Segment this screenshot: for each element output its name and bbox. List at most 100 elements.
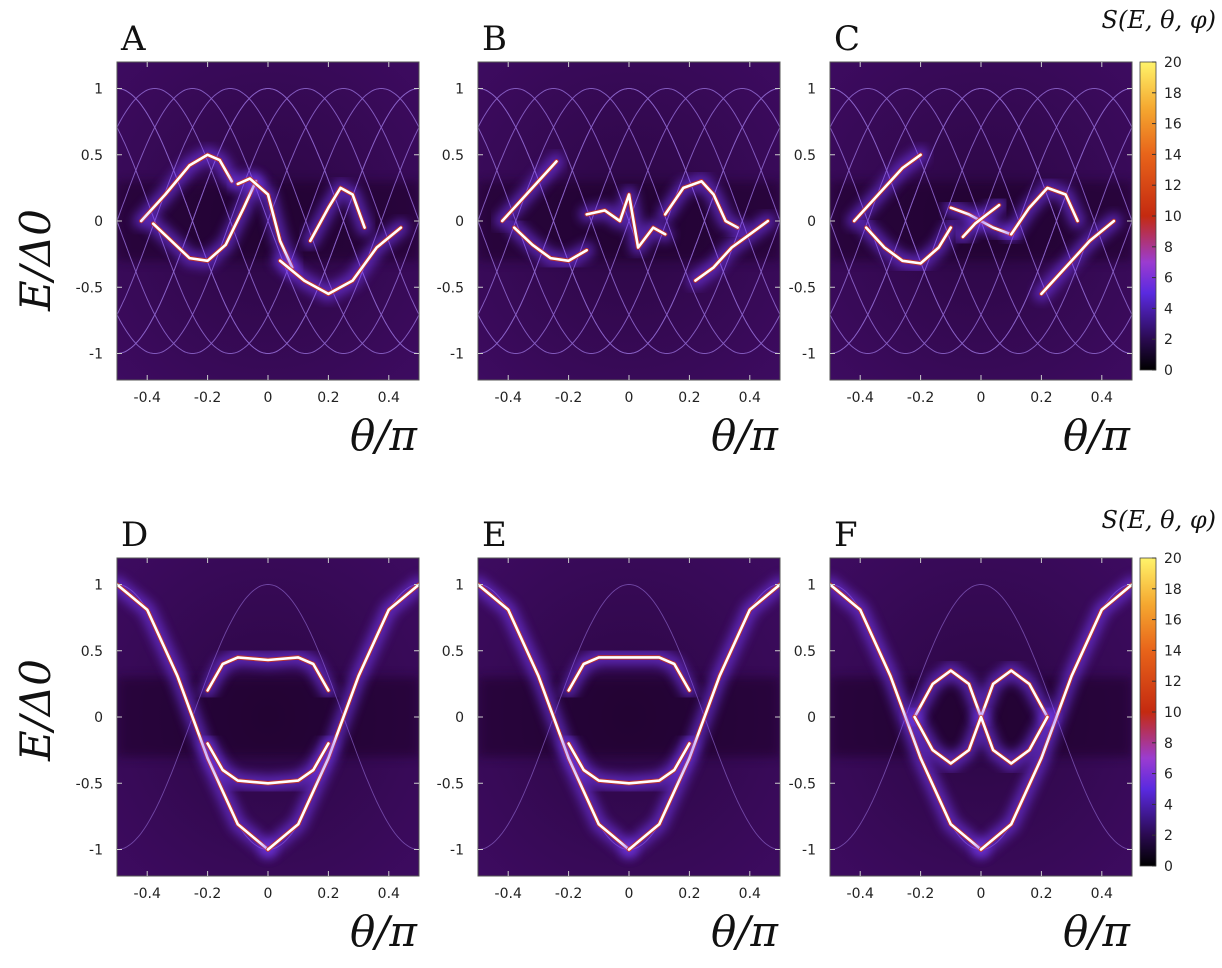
colorbar-title-top: S(E, θ, φ) bbox=[1102, 6, 1216, 34]
x-tick-label: 0.2 bbox=[317, 886, 339, 902]
guide-curve-16 bbox=[830, 88, 1132, 354]
colorbar-tick-label: 8 bbox=[1164, 736, 1173, 752]
y-tick-label: -0.5 bbox=[76, 776, 103, 792]
bound-state-2 bbox=[206, 656, 330, 692]
x-tick-label: -0.2 bbox=[907, 390, 934, 406]
x-tick-label: 0.2 bbox=[1030, 886, 1052, 902]
y-tick-label: 0.5 bbox=[442, 644, 464, 660]
y-tick-label: -1 bbox=[802, 843, 816, 859]
x-axis-label: θ/π bbox=[350, 907, 418, 956]
panel-label: B bbox=[482, 19, 507, 59]
bound-state-1 bbox=[864, 226, 953, 265]
bound-state-2 bbox=[236, 177, 294, 269]
y-tick-label: 1 bbox=[94, 82, 103, 98]
colorbar-tick-label: 10 bbox=[1164, 209, 1182, 225]
panel-label: E bbox=[482, 515, 507, 555]
bound-state-1 bbox=[266, 583, 419, 851]
x-tick-label: -0.4 bbox=[847, 886, 874, 902]
y-tick-label: 0 bbox=[94, 214, 103, 230]
y-tick-label: -1 bbox=[802, 347, 816, 363]
y-tick-label: 1 bbox=[94, 578, 103, 594]
y-tick-label: -1 bbox=[450, 347, 464, 363]
x-tick-label: -0.4 bbox=[495, 886, 522, 902]
colorbar-title-bottom: S(E, θ, φ) bbox=[1102, 506, 1216, 534]
bound-state-0 bbox=[139, 153, 234, 223]
y-tick-label: 0.5 bbox=[442, 148, 464, 164]
x-tick-label: -0.2 bbox=[194, 390, 221, 406]
bound-state-0 bbox=[500, 160, 558, 223]
colorbar-tick-label: 4 bbox=[1164, 301, 1173, 317]
guide-curves bbox=[117, 88, 419, 354]
x-tick-label: -0.4 bbox=[134, 886, 161, 902]
colorbar-tick-label: 10 bbox=[1164, 705, 1182, 721]
guide-curve-16 bbox=[478, 88, 780, 354]
colorbar-tick-label: 18 bbox=[1164, 582, 1182, 598]
y-tick-label: 0.5 bbox=[81, 644, 103, 660]
guide-curve-0 bbox=[830, 584, 1132, 850]
y-tick-label: -0.5 bbox=[789, 776, 816, 792]
bound-state-0 bbox=[478, 583, 631, 851]
plot-area bbox=[478, 576, 780, 858]
x-tick-label: 0 bbox=[625, 886, 634, 902]
x-tick-label: -0.2 bbox=[555, 886, 582, 902]
colorbar-tick-label: 12 bbox=[1164, 178, 1182, 194]
y-tick-label: 1 bbox=[807, 578, 816, 594]
x-tick-label: 0.4 bbox=[378, 886, 400, 902]
colorbar-tick-label: 2 bbox=[1164, 828, 1173, 844]
dark-band bbox=[478, 677, 780, 757]
plot-area bbox=[478, 88, 780, 354]
panel-B: -0.4 -0.2 0 0.2 0.4 -1 -0.5 0 0.5 1 Bθ/π bbox=[437, 19, 781, 460]
y-tick-label: 0 bbox=[807, 214, 816, 230]
x-tick-label: 0.2 bbox=[678, 886, 700, 902]
x-tick-label: -0.4 bbox=[495, 390, 522, 406]
bound-state-2 bbox=[567, 656, 691, 692]
x-tick-label: 0.2 bbox=[678, 390, 700, 406]
bound-state-0 bbox=[852, 153, 922, 223]
ylabel-top: E/Δ0 bbox=[11, 209, 60, 312]
colorbar-tick-label: 8 bbox=[1164, 240, 1173, 256]
y-tick-label: -1 bbox=[89, 843, 103, 859]
plot-area bbox=[117, 576, 419, 858]
panel-F: -0.4 -0.2 0 0.2 0.4 -1 -0.5 0 0.5 1 Fθ/π 0 2 4 6 8 10 12 1… bbox=[789, 515, 1182, 956]
y-tick-label: 0.5 bbox=[794, 148, 816, 164]
y-tick-label: -0.5 bbox=[789, 280, 816, 296]
y-tick-label: 1 bbox=[455, 82, 464, 98]
x-tick-label: 0.2 bbox=[1030, 390, 1052, 406]
bound-state-1 bbox=[151, 180, 258, 263]
colorbar: 0 2 4 6 8 10 12 14 16 18 20 bbox=[1139, 55, 1182, 379]
guide-curve-14 bbox=[117, 88, 419, 354]
plot-area bbox=[830, 88, 1132, 354]
panel-D: -0.4 -0.2 0 0.2 0.4 -1 -0.5 0 0.5 1 Dθ/π bbox=[76, 515, 420, 956]
y-tick-label: 0 bbox=[94, 710, 103, 726]
panel-C: -0.4 -0.2 0 0.2 0.4 -1 -0.5 0 0.5 1 Cθ/π 0 2 4 6 8 10 12 1… bbox=[789, 19, 1182, 460]
colorbar-tick-label: 14 bbox=[1164, 643, 1182, 659]
bound-state-3 bbox=[278, 226, 403, 296]
guide-curve-14 bbox=[478, 88, 780, 354]
x-axis-label: θ/π bbox=[1063, 907, 1131, 956]
x-tick-label: 0 bbox=[264, 390, 273, 406]
y-tick-label: 0.5 bbox=[81, 148, 103, 164]
y-tick-label: 0 bbox=[807, 710, 816, 726]
guide-curve-17 bbox=[830, 88, 1132, 354]
bound-state-3 bbox=[961, 203, 1001, 239]
x-tick-label: -0.2 bbox=[907, 886, 934, 902]
x-tick-label: 0 bbox=[625, 390, 634, 406]
x-axis-label: θ/π bbox=[711, 907, 779, 956]
panel-label: C bbox=[834, 19, 860, 59]
bound-state-1 bbox=[512, 226, 588, 263]
bound-state-3 bbox=[567, 742, 691, 785]
colorbar-tick-label: 6 bbox=[1164, 767, 1173, 783]
x-axis-label: θ/π bbox=[1063, 411, 1131, 460]
bound-state-3 bbox=[913, 715, 1049, 765]
panel-label: F bbox=[834, 515, 858, 555]
plot-area bbox=[830, 576, 1132, 858]
colorbar-tick-label: 0 bbox=[1164, 363, 1173, 379]
x-tick-label: -0.4 bbox=[134, 390, 161, 406]
panel-label: A bbox=[120, 19, 146, 59]
guide-curve-14 bbox=[830, 88, 1132, 354]
bound-state-0 bbox=[117, 583, 270, 851]
colorbar-tick-label: 16 bbox=[1164, 613, 1182, 629]
guide-curve-0 bbox=[478, 584, 780, 850]
x-tick-label: 0.4 bbox=[378, 390, 400, 406]
